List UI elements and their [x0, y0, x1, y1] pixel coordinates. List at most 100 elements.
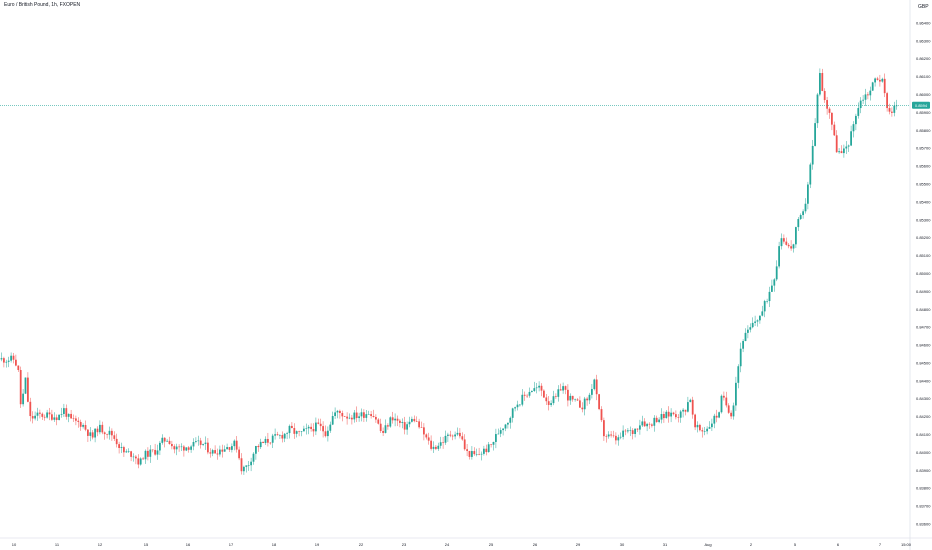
- candle-body: [864, 94, 867, 100]
- candle-body: [214, 450, 216, 454]
- candle-body: [495, 434, 497, 442]
- candle-body: [881, 78, 884, 82]
- candle-body: [641, 421, 644, 426]
- candle-body: [747, 329, 749, 333]
- candle-body: [91, 432, 94, 438]
- price-tick-label: 0.85600: [916, 164, 931, 169]
- candle-body: [557, 389, 560, 397]
- time-tick-label: 31: [663, 542, 668, 547]
- candle-body: [720, 395, 723, 413]
- price-tick-label: 0.83800: [916, 486, 931, 491]
- candle-body: [274, 434, 276, 436]
- candle-body: [22, 393, 24, 405]
- candle-body: [564, 386, 567, 390]
- current-price-tag: 0.8594: [912, 101, 930, 109]
- candle-body: [108, 430, 111, 435]
- candle-body: [207, 442, 209, 453]
- candle-body: [519, 404, 521, 406]
- candle-body: [84, 425, 87, 430]
- candle-body: [679, 411, 682, 418]
- time-axis[interactable]: 10 11 12 15 16 17 18 19 22 23 24 25 26 29 30 31 Aug 2 5 6 7 1…: [12, 542, 912, 547]
- candle-body: [756, 320, 759, 322]
- candle-body: [36, 412, 39, 416]
- candle-body: [473, 451, 476, 455]
- candle-body: [317, 422, 320, 424]
- candle-body: [538, 385, 540, 388]
- price-tick-label: 0.85500: [916, 182, 931, 187]
- candle-body: [689, 399, 692, 403]
- candle-body: [761, 311, 764, 316]
- candle-body: [862, 99, 864, 101]
- candle-body: [195, 441, 197, 443]
- candle-body: [293, 428, 296, 434]
- candle-body: [636, 428, 639, 430]
- candle-body: [106, 434, 108, 435]
- candle-body: [43, 416, 46, 418]
- candle-body: [389, 417, 392, 427]
- candle-body: [603, 420, 605, 437]
- candle-body: [550, 403, 552, 405]
- candle-body: [696, 424, 699, 428]
- price-tick-label: 0.84400: [916, 378, 931, 383]
- candle-body: [27, 377, 29, 402]
- candle-body: [245, 465, 248, 467]
- candle-body: [331, 416, 334, 425]
- candle-body: [101, 424, 104, 433]
- candle-body: [840, 151, 843, 154]
- candle-body: [427, 437, 430, 441]
- price-axis[interactable]: 0.86400 0.86300 0.86200 0.86100 0.86000 0.859…: [916, 20, 931, 526]
- price-tick-label: 0.85900: [916, 110, 931, 115]
- candle-body: [240, 458, 243, 472]
- candle-body: [305, 428, 308, 429]
- candle-body: [713, 415, 716, 424]
- candle-body: [192, 442, 195, 447]
- candle-body: [634, 428, 636, 434]
- candle-body: [413, 418, 416, 422]
- candle-body: [77, 420, 80, 422]
- candle-body: [0, 358, 3, 360]
- candle-body: [809, 164, 812, 185]
- candle-body: [166, 440, 168, 442]
- candle-body: [867, 94, 869, 96]
- candle-body: [70, 413, 72, 419]
- candle-body: [514, 407, 516, 409]
- time-tick-label: 2: [750, 542, 753, 547]
- candle-body: [617, 437, 620, 441]
- candle-body: [315, 422, 317, 432]
- candle-body: [346, 416, 348, 419]
- candle-body: [675, 414, 677, 418]
- candle-body: [127, 451, 130, 452]
- candle-body: [718, 412, 720, 418]
- candle-body: [847, 145, 850, 147]
- candle-body: [478, 454, 480, 455]
- candle-body: [365, 414, 368, 418]
- candle-body: [682, 409, 684, 412]
- candle-body: [255, 445, 257, 454]
- candle-body: [219, 449, 221, 455]
- candle-body: [665, 411, 668, 419]
- candle-body: [190, 446, 192, 450]
- candle-body: [34, 415, 36, 419]
- candle-body: [63, 408, 65, 414]
- candle-body: [55, 417, 58, 420]
- candle-body: [766, 301, 768, 302]
- candle-body: [135, 456, 137, 459]
- candle-body: [336, 410, 339, 413]
- candle-body: [226, 447, 228, 450]
- candle-body: [706, 428, 708, 432]
- candle-body: [555, 396, 557, 397]
- candle-body: [334, 412, 336, 417]
- candle-body: [540, 385, 543, 391]
- candle-body: [588, 394, 591, 401]
- candle-body: [348, 417, 351, 419]
- candle-body: [763, 301, 766, 312]
- candle-body: [48, 412, 51, 415]
- candle-body: [199, 440, 202, 445]
- time-tick-label: 24: [445, 542, 450, 547]
- candle-body: [394, 418, 396, 421]
- time-tick-label: 18: [272, 542, 277, 547]
- candle-body: [768, 291, 771, 302]
- candle-body: [382, 430, 384, 433]
- candle-body: [435, 446, 437, 449]
